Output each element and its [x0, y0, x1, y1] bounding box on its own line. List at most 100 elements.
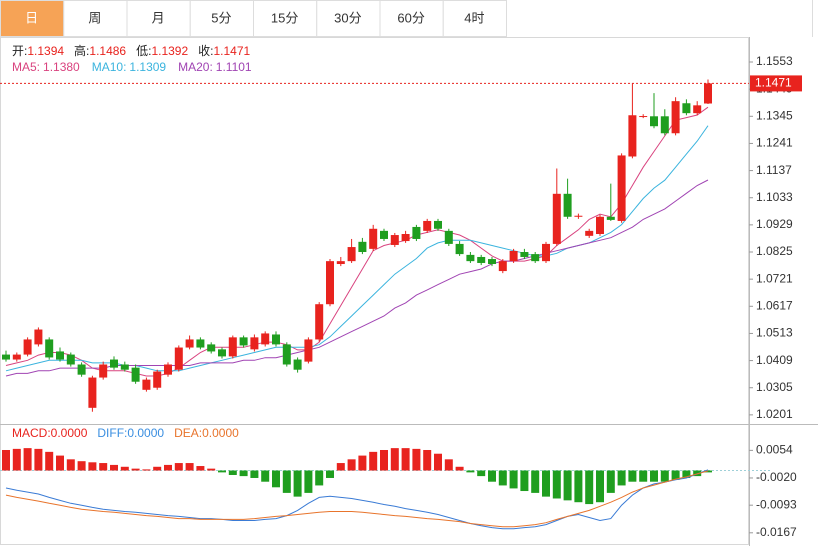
tab[interactable] — [442, 0, 507, 37]
macd-bar — [99, 463, 108, 471]
tab-label[interactable]: 5分 — [211, 10, 231, 25]
macd-bar — [120, 466, 129, 471]
macd-bar — [110, 464, 118, 471]
macd-bar — [282, 470, 291, 493]
macd-bar — [272, 470, 280, 488]
candle-body — [693, 105, 702, 114]
macd-line — [5, 470, 709, 528]
info-text: 1.1471 — [213, 44, 250, 58]
candle-body — [131, 367, 140, 382]
tab-label[interactable]: 60分 — [397, 10, 424, 25]
candle-body — [12, 354, 21, 360]
y-tick-label: 1.0929 — [756, 217, 793, 231]
tab-label[interactable]: 15分 — [271, 10, 298, 25]
candle-body — [196, 339, 205, 348]
candle-body — [650, 116, 658, 127]
info-text: 1.1101 — [216, 60, 252, 74]
candle-body — [99, 364, 108, 378]
candle-body — [369, 228, 378, 249]
macd-bar — [207, 468, 216, 471]
macd-bar — [153, 466, 162, 471]
candle-body — [628, 115, 637, 157]
candle-body — [596, 216, 604, 235]
macd-bar — [412, 448, 421, 471]
tab[interactable] — [379, 0, 444, 37]
tab-label[interactable]: 周 — [88, 10, 101, 25]
macd-bar — [174, 463, 183, 471]
candle-body — [390, 235, 399, 245]
candle-body — [120, 364, 129, 370]
tab[interactable] — [253, 0, 318, 37]
candle-body — [617, 155, 626, 221]
candle-body — [542, 243, 550, 262]
info-text: DIFF: — [97, 426, 127, 440]
candle-body — [228, 337, 237, 357]
macd-bar — [336, 463, 345, 471]
macd-bar — [261, 470, 270, 482]
info-text: MA20: — [178, 60, 213, 74]
info-text: DEA: — [174, 426, 202, 440]
candle-body — [682, 103, 691, 114]
candle-body — [282, 344, 291, 365]
info-text: MA10: — [92, 60, 127, 74]
macd-bar — [650, 470, 658, 482]
tab-label[interactable]: 月 — [152, 10, 165, 25]
macd-bar — [228, 470, 237, 475]
candle-body — [2, 354, 10, 360]
candle-body — [574, 215, 583, 217]
candle-body — [218, 349, 226, 357]
candle-body — [563, 193, 572, 217]
macd-bar — [196, 466, 205, 471]
tab-label[interactable]: 日 — [25, 10, 38, 25]
candle-body — [423, 220, 432, 231]
tab[interactable] — [63, 0, 128, 37]
candle-body — [380, 230, 388, 239]
macd-bar — [45, 451, 54, 471]
candle-body — [455, 243, 464, 255]
info-text: 开: — [12, 44, 27, 58]
macd-bar — [315, 470, 324, 486]
y-tick-label: 1.0201 — [756, 407, 793, 421]
tab-label[interactable]: 30分 — [334, 10, 361, 25]
macd-bar — [552, 470, 561, 499]
info-text: 低: — [136, 44, 151, 58]
macd-bar — [596, 470, 604, 503]
info-text: 1.1392 — [151, 44, 188, 58]
tab-label[interactable]: 4时 — [464, 10, 484, 25]
candle-body — [671, 101, 680, 134]
info-text: 0.0000 — [127, 426, 164, 440]
candle-body — [88, 377, 97, 408]
macd-bar — [606, 470, 615, 493]
macd-bar — [434, 453, 442, 471]
info-text: 收: — [198, 44, 213, 58]
candle-body — [401, 234, 410, 242]
y-tick-label: 1.1137 — [756, 163, 792, 177]
candle-body — [315, 304, 324, 340]
candle-body — [336, 261, 345, 265]
macd-bar — [617, 470, 626, 486]
candle-body — [520, 252, 529, 257]
macd-bar — [131, 468, 140, 471]
macd-bar — [77, 461, 86, 471]
macd-bar — [682, 470, 691, 478]
y-tick-label: 1.0305 — [756, 380, 793, 394]
info-text: 1.1394 — [27, 44, 64, 58]
y-tick-label: 1.0409 — [756, 353, 793, 367]
y-tick-label: -0.0167 — [756, 525, 797, 539]
macd-bar — [542, 470, 550, 497]
tab[interactable] — [316, 0, 381, 37]
macd-bar — [660, 470, 669, 482]
tab[interactable] — [0, 0, 65, 37]
y-tick-label: 1.1033 — [756, 190, 793, 204]
candle-body — [34, 329, 43, 345]
candle-body — [466, 254, 475, 262]
candle-body — [488, 259, 496, 265]
y-tick-label: -0.0093 — [756, 497, 797, 511]
macd-bar — [358, 455, 367, 471]
candle-body — [272, 334, 280, 345]
candle-body — [358, 241, 367, 253]
y-tick-label: 1.1553 — [756, 54, 793, 68]
info-text: 1.1309 — [129, 60, 166, 74]
tab[interactable] — [189, 0, 254, 37]
info-text: MACD: — [12, 426, 51, 440]
